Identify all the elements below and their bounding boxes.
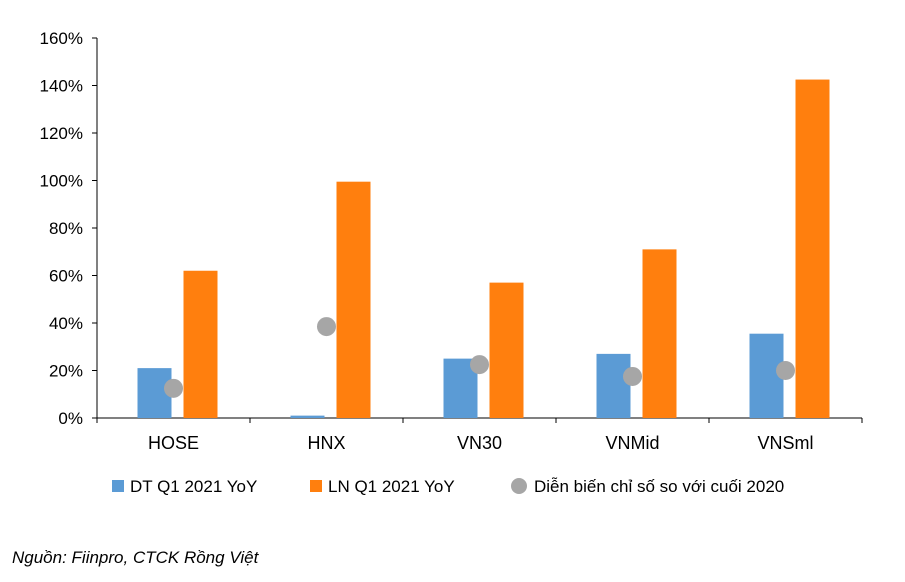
- point-vnmid: [623, 366, 642, 386]
- x-tick-label: VNSml: [757, 433, 813, 453]
- x-tick-label: VNMid: [605, 433, 659, 453]
- y-tick-label: 100%: [40, 172, 83, 191]
- y-tick-label: 120%: [40, 124, 83, 143]
- chart-marks: [137, 79, 830, 418]
- chart: 0% 20% 40% 60% 80% 100% 120% 140% 160% HOSE HNX VN3…: [40, 29, 863, 496]
- y-tick-label: 140%: [40, 77, 83, 96]
- legend: DT Q1 2021 YoY LN Q1 2021 YoY Diễn biến ch…: [112, 477, 784, 496]
- y-tick-label: 40%: [49, 314, 83, 333]
- axes: 0% 20% 40% 60% 80% 100% 120% 140% 160% HOSE HNX VN3…: [40, 29, 863, 453]
- legend-swatch: [511, 478, 527, 494]
- x-tick-label: HNX: [307, 433, 345, 453]
- bar-dt-hnx: [290, 415, 325, 418]
- x-tick-label: VN30: [457, 433, 502, 453]
- point-vn30: [470, 355, 489, 375]
- bar-dt-vnmid: [596, 353, 631, 418]
- point-vnsml: [776, 361, 795, 380]
- bar-ln-hose: [183, 270, 218, 418]
- legend-label: DT Q1 2021 YoY: [130, 477, 257, 496]
- legend-swatch: [112, 480, 124, 492]
- bar-ln-vnsml: [795, 79, 830, 418]
- source-note: Nguồn: Fiinpro, CTCK Rồng Việt: [12, 548, 259, 567]
- y-tick-label: 0%: [58, 409, 83, 428]
- y-tick-label: 160%: [40, 29, 83, 48]
- point-hose: [164, 378, 183, 398]
- y-tick-label: 60%: [49, 267, 83, 286]
- bar-ln-hnx: [336, 181, 371, 418]
- point-hnx: [317, 317, 336, 337]
- legend-label: Diễn biến chỉ số so với cuối 2020: [534, 477, 784, 496]
- legend-swatch: [310, 480, 322, 492]
- legend-label: LN Q1 2021 YoY: [328, 477, 455, 496]
- x-tick-label: HOSE: [148, 433, 199, 453]
- bar-ln-vn30: [489, 282, 524, 418]
- y-tick-label: 80%: [49, 219, 83, 238]
- y-tick-label: 20%: [49, 362, 83, 381]
- bar-ln-vnmid: [642, 249, 677, 418]
